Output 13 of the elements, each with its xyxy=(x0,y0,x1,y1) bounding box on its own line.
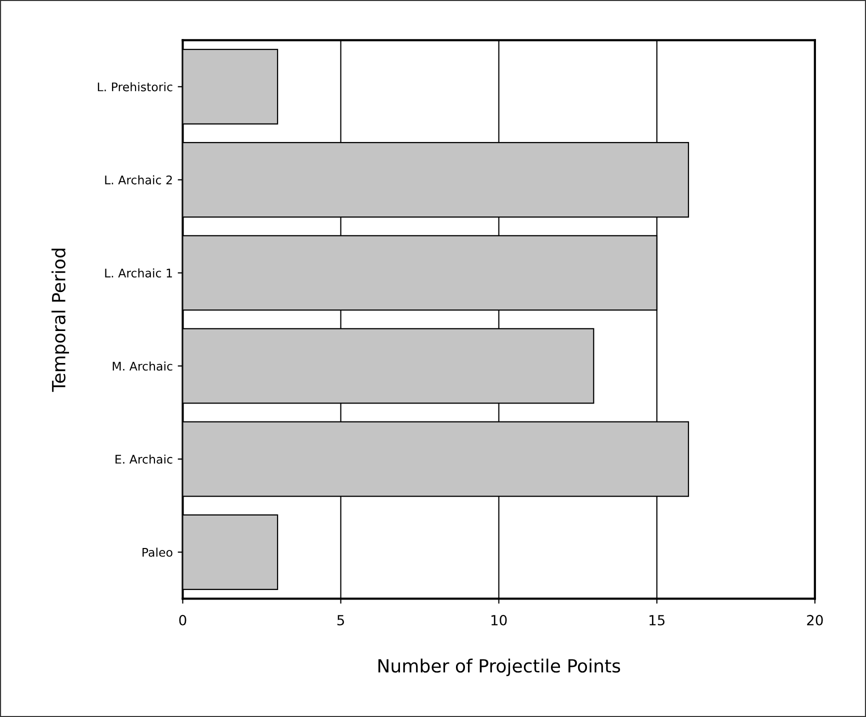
y-tick-label: M. Archaic xyxy=(112,361,172,371)
x-tick-label: 10 xyxy=(492,614,507,626)
x-tick-label: 0 xyxy=(179,614,186,626)
y-tick-label: L. Archaic 1 xyxy=(105,268,172,278)
y-tick-label: Paleo xyxy=(142,548,172,557)
x-tick-label: 15 xyxy=(650,615,664,626)
y-tick-label: L. Prehistoric xyxy=(98,82,172,92)
x-tick-label: 5 xyxy=(337,615,344,626)
y-tick-label: L. Archaic 2 xyxy=(105,175,172,184)
y-tick-label: E. Archaic xyxy=(116,454,172,464)
y-axis-title: Temporal Period xyxy=(52,248,69,392)
x-axis-title: Number of Projectile Points xyxy=(378,658,620,676)
x-tick-label: 20 xyxy=(807,614,823,626)
